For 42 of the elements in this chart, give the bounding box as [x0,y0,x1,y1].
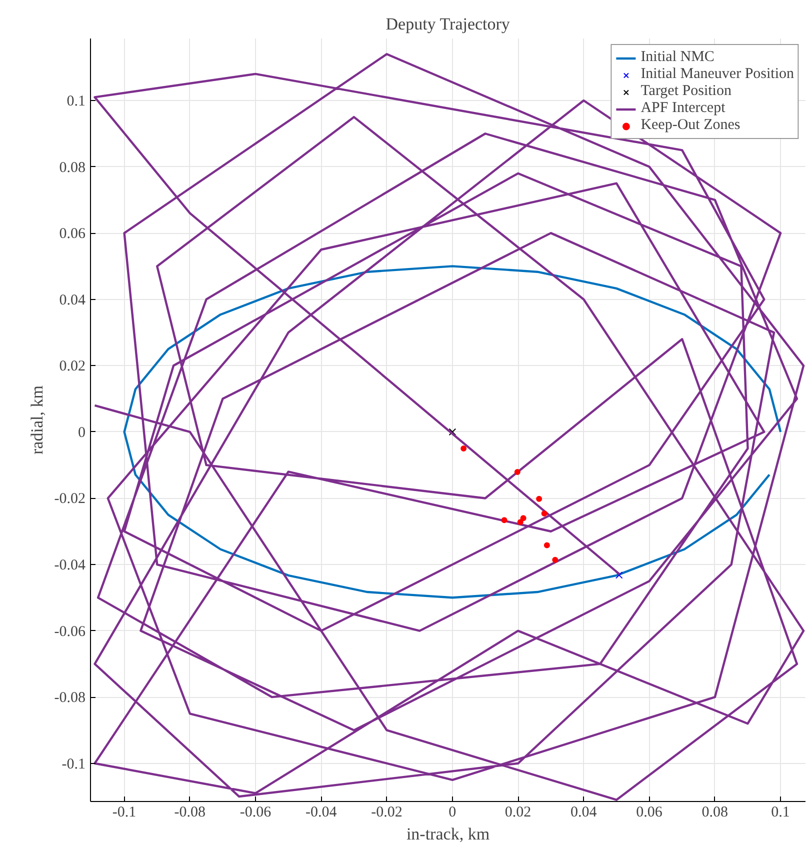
x-tick-label: -0.08 [174,804,206,820]
y-axis-title: radial, km [27,386,46,454]
x-tick-label: -0.04 [306,804,338,820]
point [517,519,524,526]
point [514,469,520,476]
y-tick-label: 0.02 [59,358,86,375]
x-tick-label: 0.04 [570,804,598,820]
line-series [123,265,782,599]
chart-title: Deputy Trajectory [386,14,510,34]
legend-label: APF Intercept [640,100,726,117]
point [460,446,467,452]
x-tick-label: 0.08 [702,804,728,820]
y-tick-label: -0.04 [54,558,86,574]
point [501,517,508,524]
y-tick-label: -0.08 [54,690,86,706]
x-tick-label: 0.02 [504,804,532,820]
line-series [94,52,805,801]
legend-label: Keep-Out Zones [640,117,740,134]
x-tick-label: 0.1 [771,804,790,820]
legend-label: Initial NMC [640,49,714,66]
y-tick-label: -0.02 [54,491,86,508]
legend-label: Target Position [640,83,732,100]
y-tick-label: 0 [78,424,86,441]
y-tick-label: -0.1 [62,756,86,772]
y-tick-label: 0.06 [59,226,86,242]
y-tick-label: 0.1 [66,93,86,110]
point [552,556,558,563]
legend-label: Initial Maneuver Position [640,66,794,83]
y-tick-label: 0.04 [59,292,86,308]
x-tick-label: 0 [448,804,456,820]
y-tick-label: -0.06 [54,624,86,640]
point [544,542,550,548]
point [448,428,456,436]
point [536,496,542,502]
x-tick-label: -0.02 [371,804,402,820]
x-tick-label: -0.06 [240,804,272,820]
x-tick-label: -0.1 [112,804,136,820]
point [541,510,548,516]
point [520,515,526,522]
x-tick-label: 0.06 [636,804,663,820]
x-axis-title: in-track, km [406,824,490,844]
y-tick-label: 0.08 [59,160,86,176]
